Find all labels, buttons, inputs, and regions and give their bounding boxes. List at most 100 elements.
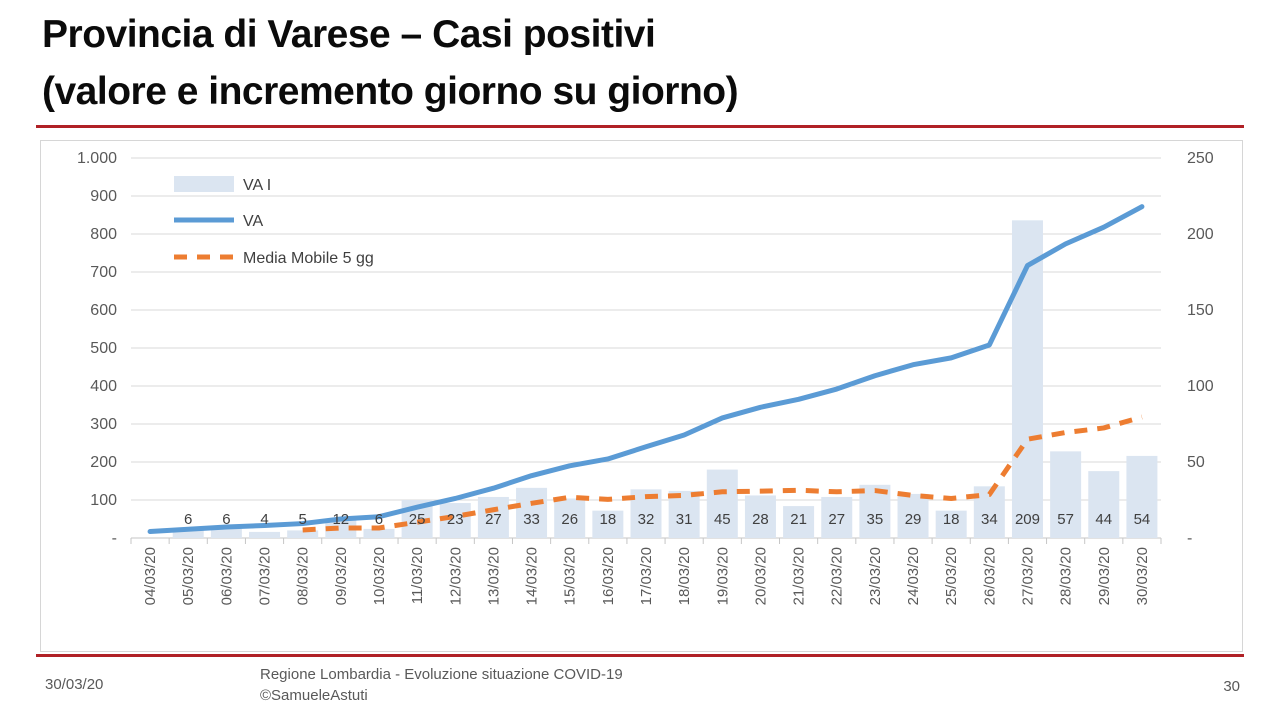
- left-axis-tick-label: 100: [90, 492, 117, 509]
- bar-va-i: [1126, 455, 1158, 538]
- bar-va-i: [935, 510, 967, 538]
- title-divider-line: [36, 125, 1244, 128]
- right-axis-tick-label: 250: [1187, 150, 1214, 167]
- right-axis-tick-label: 100: [1187, 378, 1214, 395]
- bar-va-i: [172, 528, 204, 538]
- x-axis-date-label: 22/03/20: [829, 547, 846, 605]
- x-axis-date-label: 21/03/20: [791, 547, 808, 605]
- right-axis-tick-label: 200: [1187, 226, 1214, 243]
- bar-data-label: 6: [375, 511, 383, 528]
- bar-va-i: [210, 528, 242, 538]
- x-axis-date-label: 19/03/20: [714, 547, 731, 605]
- x-axis-date-label: 20/03/20: [752, 547, 769, 605]
- x-axis-date-label: 18/03/20: [676, 547, 693, 605]
- bar-data-label: 18: [600, 511, 617, 528]
- title-line-1: Provincia di Varese – Casi positivi: [42, 13, 656, 56]
- footer-date: 30/03/20: [45, 676, 104, 693]
- bar-data-label: 45: [714, 511, 731, 528]
- x-axis-date-label: 16/03/20: [600, 547, 617, 605]
- bar-va-i: [325, 519, 357, 538]
- footer-divider-line: [36, 654, 1244, 657]
- bar-data-label: 28: [752, 511, 769, 528]
- title-line-2: (valore e incremento giorno su giorno): [42, 70, 739, 113]
- bar-data-label: 57: [1057, 511, 1074, 528]
- page-number: 30: [1223, 678, 1240, 695]
- bar-va-i: [363, 528, 395, 538]
- x-axis-date-label: 14/03/20: [524, 547, 541, 605]
- bar-data-label: 209: [1015, 511, 1040, 528]
- x-axis-ticks-group: [130, 538, 1162, 544]
- x-axis-date-label: 11/03/20: [409, 547, 426, 604]
- x-axis-date-label: 17/03/20: [638, 547, 655, 605]
- x-axis-date-label: 24/03/20: [905, 547, 922, 605]
- bar-data-label: 44: [1095, 511, 1112, 528]
- bar-data-label: 6: [184, 511, 192, 528]
- bar-va-i: [668, 490, 700, 538]
- x-axis-date-label: 28/03/20: [1058, 547, 1075, 605]
- bar-data-label: 31: [676, 511, 693, 528]
- bar-va-i: [554, 498, 586, 538]
- left-axis-tick-label: 200: [90, 454, 117, 471]
- left-axis-tick-label: 800: [90, 226, 117, 243]
- bar-va-i: [249, 531, 281, 538]
- footer-credit-line-2: ©SamueleAstuti: [260, 687, 368, 704]
- bar-data-label: 23: [447, 511, 464, 528]
- bar-va-i: [439, 503, 471, 538]
- x-axis-date-label: 25/03/20: [943, 547, 960, 605]
- x-axis-date-label: 30/03/20: [1134, 547, 1151, 605]
- bar-data-label: 6: [222, 511, 230, 528]
- footer-credit-line-1: Regione Lombardia - Evoluzione situazion…: [260, 666, 623, 683]
- x-axis-date-label: 08/03/20: [295, 547, 312, 605]
- right-axis-tick-label: -: [1187, 530, 1192, 547]
- bars-group: [172, 220, 1158, 538]
- bar-data-label: 33: [523, 511, 540, 528]
- bar-data-label: 29: [905, 511, 922, 528]
- legend-label-media-mobile: Media Mobile 5 gg: [243, 250, 374, 267]
- media-mobile-line: [302, 414, 1143, 533]
- x-axis-date-label: 10/03/20: [371, 547, 388, 605]
- x-axis-date-label: 15/03/20: [562, 547, 579, 605]
- x-axis-date-label: 06/03/20: [218, 547, 235, 605]
- left-axis-tick-label: 900: [90, 188, 117, 205]
- bar-data-label: 34: [981, 511, 998, 528]
- legend-swatch-va-i: [174, 176, 234, 192]
- bar-va-i: [744, 495, 776, 538]
- bar-va-i: [592, 510, 624, 538]
- bar-data-label: 4: [260, 511, 268, 528]
- va-line: [147, 204, 1145, 535]
- x-axis-date-label: 12/03/20: [447, 547, 464, 605]
- bar-data-label: 12: [332, 511, 349, 528]
- left-axis-tick-label: -: [112, 530, 117, 547]
- right-axis-tick-label: 150: [1187, 302, 1214, 319]
- bar-va-i: [821, 496, 853, 538]
- legend-label-va-i: VA I: [243, 177, 271, 194]
- chart-canvas: 1.000 900 800 700 600 500 400 300 200 100 - 250 200 1…: [77, 150, 1214, 605]
- x-axis-date-label: 29/03/20: [1096, 547, 1113, 605]
- x-axis-date-label: 13/03/20: [485, 547, 502, 605]
- slide-title: Provincia di Varese – Casi positivi (valo…: [42, 6, 1232, 120]
- bar-va-i: [706, 469, 738, 538]
- bar-va-i: [516, 487, 548, 538]
- left-axis-tick-label: 700: [90, 264, 117, 281]
- bar-va-i: [1088, 471, 1120, 538]
- bar-data-label: 18: [943, 511, 960, 528]
- x-axis-date-label: 05/03/20: [180, 547, 197, 605]
- bar-data-label: 32: [638, 511, 655, 528]
- x-axis-date-label: 04/03/20: [142, 547, 159, 605]
- right-axis-tick-label: 50: [1187, 454, 1205, 471]
- bar-data-label: 21: [790, 511, 807, 528]
- left-axis-tick-label: 600: [90, 302, 117, 319]
- legend-label-va: VA: [243, 213, 263, 230]
- bar-va-i: [897, 493, 929, 538]
- bar-data-label: 26: [561, 511, 578, 528]
- bar-data-label: 54: [1134, 511, 1151, 528]
- x-axis-date-label: 07/03/20: [257, 547, 274, 605]
- legend: [174, 176, 234, 260]
- left-axis-tick-label: 1.000: [77, 150, 117, 167]
- bar-va-i: [1011, 220, 1043, 538]
- left-axis-tick-label: 500: [90, 340, 117, 357]
- bar-data-label: 25: [409, 511, 426, 528]
- bar-va-i: [287, 530, 319, 538]
- x-axis-date-label: 23/03/20: [867, 547, 884, 605]
